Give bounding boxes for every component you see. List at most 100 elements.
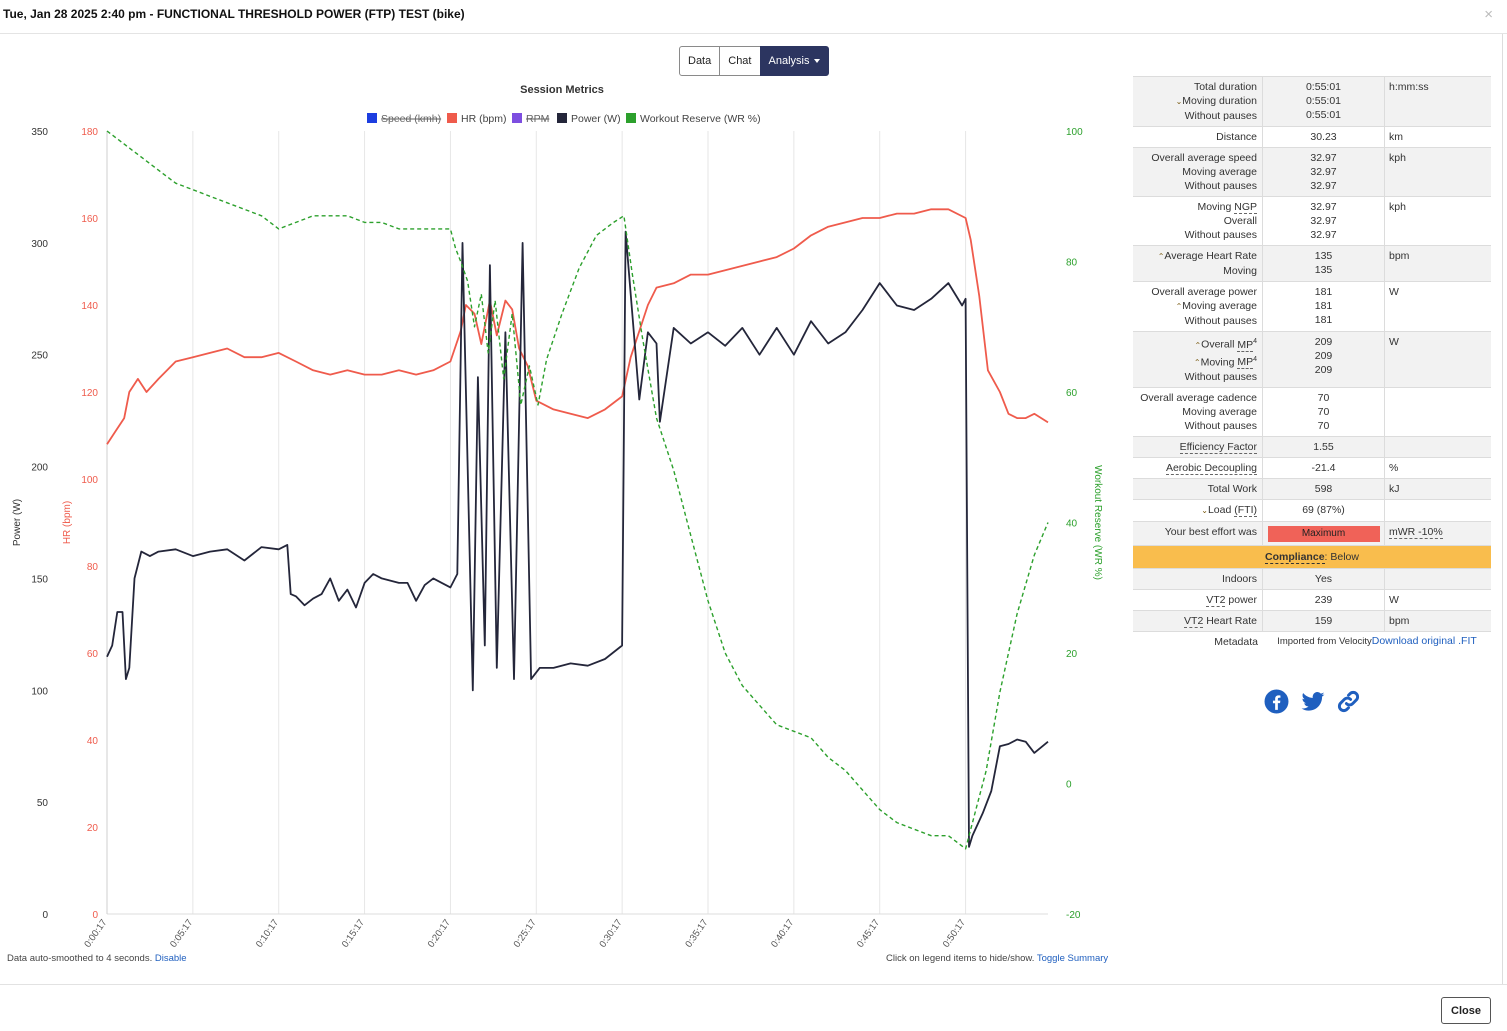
summary-value: 32.97 <box>1310 201 1337 213</box>
close-button[interactable]: Close <box>1441 997 1491 1024</box>
power-axis-label: Power (W) <box>12 499 23 546</box>
legend-item-label[interactable]: RPM <box>526 113 549 125</box>
facebook-icon[interactable] <box>1264 689 1289 715</box>
compliance-term[interactable]: Compliance <box>1265 551 1325 564</box>
close-icon[interactable]: × <box>1484 6 1493 23</box>
legend-item-label[interactable]: Power (W) <box>571 113 621 125</box>
summary-value: 0:55:01 <box>1305 81 1342 93</box>
legend-item-label[interactable]: Speed (kmh) <box>381 113 441 125</box>
x-tick-label: 0:45:17 <box>855 917 882 949</box>
summary-label: Moving <box>1197 201 1235 213</box>
summary-label: power <box>1225 594 1257 606</box>
aerobic-decoupling-term[interactable]: Aerobic Decoupling <box>1165 462 1257 475</box>
hr-tick-label: 0 <box>92 910 98 921</box>
summary-value: -21.4 <box>1263 458 1385 478</box>
mp-term[interactable]: MP <box>1237 356 1254 369</box>
summary-unit: h:mm:ss <box>1389 81 1429 93</box>
tab-chat[interactable]: Chat <box>719 46 761 76</box>
tab-analysis[interactable]: Analysis <box>759 46 830 76</box>
vt2-term[interactable]: VT2 <box>1206 594 1226 607</box>
wr-tick-label: 0 <box>1066 780 1072 791</box>
summary-label: Average Heart Rate <box>1164 250 1257 262</box>
legend-item-label[interactable]: Workout Reserve (WR %) <box>640 113 761 125</box>
summary-label: Overall average cadence <box>1140 392 1257 404</box>
smoothing-text: Data auto-smoothed to 4 seconds. <box>7 953 153 964</box>
chevron-down-icon <box>814 59 821 63</box>
wr-tick-label: 40 <box>1066 519 1078 530</box>
efficiency-factor-term[interactable]: Efficiency Factor <box>1179 441 1257 454</box>
chevron-up-icon[interactable]: ⌃ <box>1194 340 1202 350</box>
summary-value: 70 <box>1317 406 1330 418</box>
hr-tick-label: 100 <box>81 475 98 486</box>
x-tick-label: 0:05:17 <box>168 917 195 949</box>
mwr-term[interactable]: mWR -10% <box>1389 526 1443 539</box>
chevron-down-icon[interactable]: ⌄ <box>1175 97 1183 106</box>
tab-data-label: Data <box>688 55 712 67</box>
summary-label: Indoors <box>1133 569 1263 589</box>
summary-row-vt2-hr: VT2 Heart Rate 159 bpm <box>1133 610 1491 631</box>
x-tick-label: 0:00:17 <box>82 917 109 949</box>
power-tick-label: 100 <box>31 686 48 697</box>
summary-row-indoors: Indoors Yes <box>1133 568 1491 589</box>
summary-unit <box>1385 569 1491 589</box>
summary-label: Moving average <box>1182 300 1257 312</box>
summary-unit <box>1385 388 1491 436</box>
mp-term[interactable]: MP <box>1237 338 1254 352</box>
session-metrics-chart: Session Metrics Speed (kmh) HR (bpm) RPM Pow… <box>12 84 1103 950</box>
wr-tick-label: -20 <box>1066 910 1081 921</box>
legend-swatch <box>512 113 522 123</box>
summary-value: 135 <box>1314 264 1333 276</box>
twitter-icon[interactable] <box>1300 689 1325 715</box>
chevron-up-icon[interactable]: ⌃ <box>1157 252 1165 261</box>
legend-swatch <box>367 113 377 123</box>
summary-label: Without pauses <box>1184 315 1257 327</box>
summary-label: Without pauses <box>1184 371 1257 383</box>
share-icons <box>1264 689 1361 715</box>
power-tick-label: 50 <box>37 798 49 809</box>
summary-label: Overall <box>1201 338 1238 351</box>
summary-row-ngp: Moving NGP Overall Without pauses 32.97 32.… <box>1133 196 1491 245</box>
x-tick-label: 0:25:17 <box>512 917 539 949</box>
effort-badge: Maximum <box>1267 526 1380 542</box>
chevron-up-icon[interactable]: ⌃ <box>1175 302 1183 311</box>
link-icon[interactable] <box>1336 689 1361 715</box>
fti-term[interactable]: (FTI) <box>1234 504 1257 517</box>
summary-row-duration: Total duration ⌄Moving duration Without pa… <box>1133 76 1491 126</box>
hr-tick-label: 180 <box>81 127 98 138</box>
summary-unit: W <box>1389 336 1399 348</box>
power-series-line <box>106 230 1049 848</box>
summary-value: 70 <box>1317 392 1330 404</box>
legend-swatch <box>626 113 636 123</box>
summary-unit: % <box>1389 462 1399 474</box>
summary-label: Without pauses <box>1184 180 1257 192</box>
divider <box>1502 34 1503 984</box>
tab-analysis-label: Analysis <box>768 55 810 67</box>
summary-value: 598 <box>1263 479 1385 499</box>
wr-series-line <box>106 130 1049 850</box>
tab-data[interactable]: Data <box>679 46 721 76</box>
summary-value: 30.23 <box>1263 127 1385 147</box>
hr-series-line <box>106 208 1049 445</box>
toggle-summary-link[interactable]: Toggle Summary <box>1036 953 1109 964</box>
wr-tick-label: 100 <box>1066 127 1083 138</box>
chevron-up-icon[interactable]: ⌃ <box>1193 358 1201 367</box>
summary-value: 70 <box>1317 420 1330 432</box>
chevron-down-icon[interactable]: ⌄ <box>1201 506 1208 515</box>
disable-smoothing-link[interactable]: Disable <box>154 953 187 964</box>
summary-label: Total Work <box>1133 479 1263 499</box>
legend-item-label[interactable]: HR (bpm) <box>461 113 507 125</box>
summary-label: Moving duration <box>1182 95 1257 107</box>
summary-label: Moving average <box>1182 166 1257 178</box>
x-tick-label: 0:50:17 <box>941 917 968 949</box>
summary-unit: kph <box>1389 152 1406 164</box>
summary-value: 209 <box>1314 336 1333 348</box>
summary-row-vt2-power: VT2 power 239 W <box>1133 589 1491 610</box>
download-fit-link[interactable]: Download original .FIT <box>1371 635 1477 647</box>
ngp-term[interactable]: NGP <box>1234 201 1257 214</box>
legend-swatch <box>557 113 567 123</box>
hr-tick-label: 40 <box>87 736 99 747</box>
compliance-banner: Compliance: Below <box>1133 545 1491 568</box>
summary-label: Distance <box>1133 127 1263 147</box>
hr-tick-label: 140 <box>81 301 98 312</box>
vt2-term[interactable]: VT2 <box>1184 615 1204 628</box>
